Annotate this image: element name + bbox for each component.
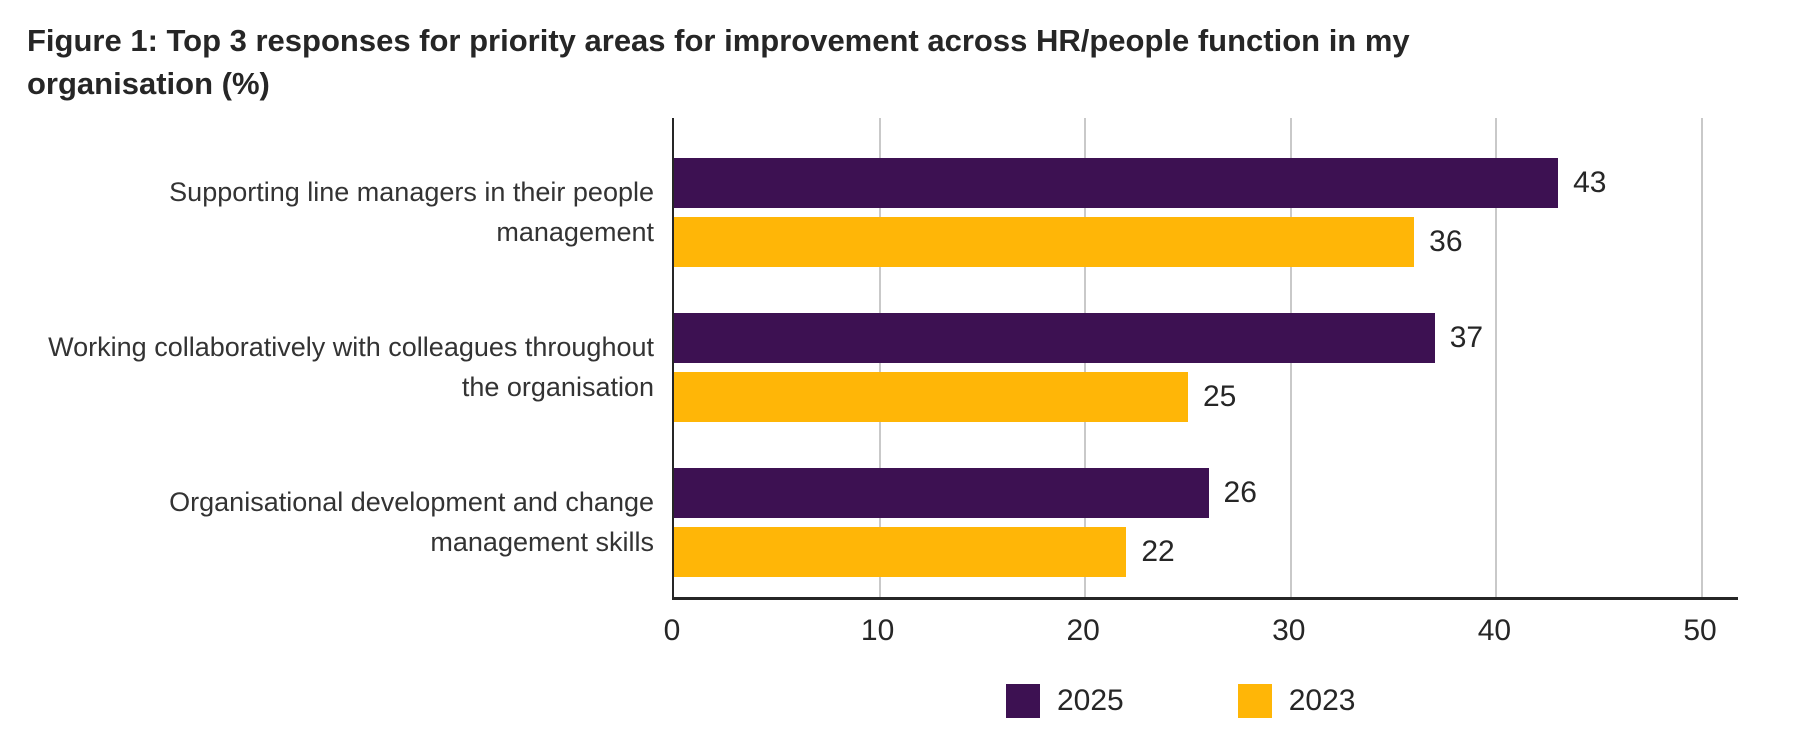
x-tick-label-20: 20 [1066,614,1100,647]
value-label-2023-category-1: 36 [1429,225,1463,258]
x-tick-label-40: 40 [1477,614,1512,647]
legend-item-2023: 2023 [1237,684,1356,718]
bar-2025-category-3 [674,468,1209,518]
value-label-2023-category-2: 25 [1203,380,1237,413]
category-label-2: Working collaboratively with colleagues … [48,332,654,402]
bar-2025-category-2 [674,313,1435,363]
value-label-2025-category-3: 26 [1223,476,1257,509]
legend-swatch-2023 [1237,684,1272,718]
legend-label-2025: 2025 [1057,684,1124,717]
x-tick-label-0: 0 [663,614,681,647]
category-label-1: Supporting line managers in their people… [169,177,654,247]
category-axis-labels: Supporting line managers in their people… [18,118,654,600]
chart-title: Figure 1: Top 3 responses for priority a… [27,23,1410,101]
plot-area: 43 36 37 25 26 22 [672,118,1738,600]
legend-item-2025: 2025 [1006,684,1124,718]
bar-2025-category-1 [674,158,1559,208]
bar-2023-category-1 [674,217,1415,267]
x-tick-label-10: 10 [860,614,895,647]
gridline-50 [1701,118,1703,597]
value-label-2025-category-1: 43 [1573,166,1607,199]
category-label-3: Organisational development and change ma… [169,487,654,557]
x-axis-ticks: 0 10 20 30 40 50 [664,614,1738,654]
legend-label-2023: 2023 [1288,684,1356,717]
legend: 2025 2023 [1006,684,1356,718]
x-tick-label-50: 50 [1683,614,1717,647]
bar-2023-category-2 [674,372,1188,422]
bar-2023-category-3 [674,527,1127,577]
legend-swatch-2025 [1006,684,1040,718]
x-tick-label-30: 30 [1272,614,1306,647]
value-label-2025-category-2: 37 [1449,321,1484,354]
gridline-40 [1495,118,1498,597]
value-label-2023-category-3: 22 [1141,535,1175,568]
